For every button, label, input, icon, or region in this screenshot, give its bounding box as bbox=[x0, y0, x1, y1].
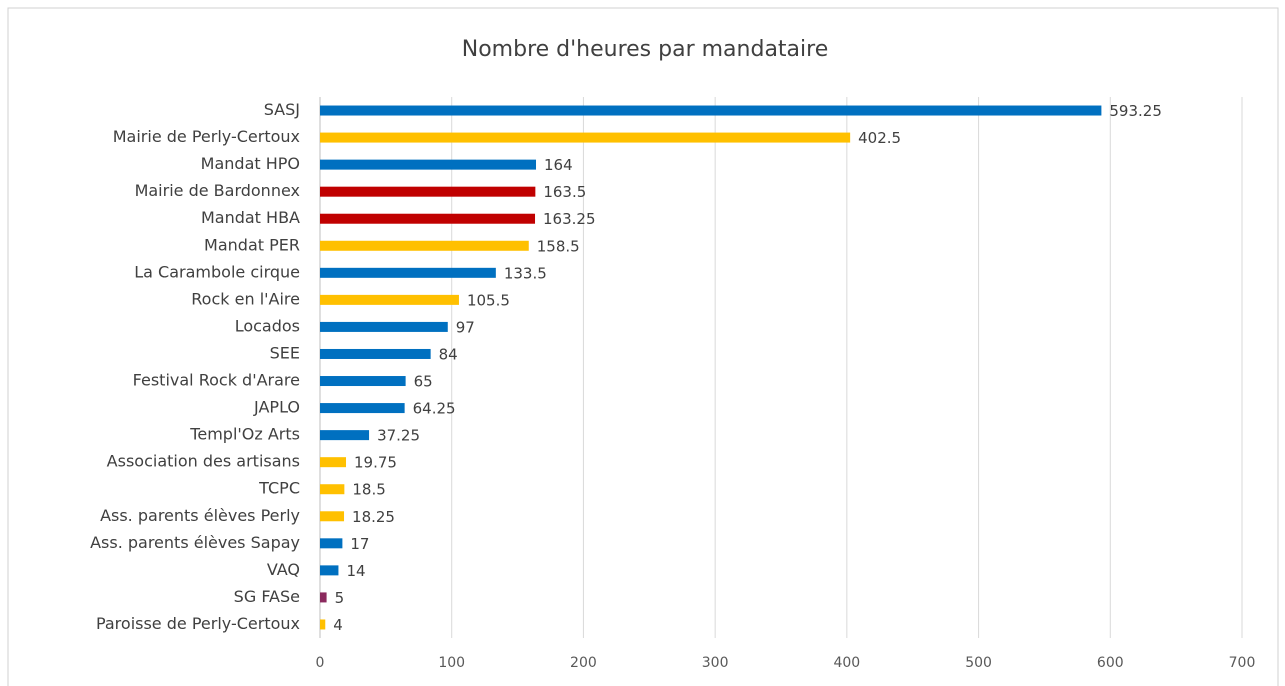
bar bbox=[320, 321, 448, 332]
bar bbox=[320, 592, 327, 603]
y-tick-label: Mandat PER bbox=[204, 235, 300, 254]
y-tick-label: JAPLO bbox=[253, 398, 300, 417]
value-label: 4 bbox=[333, 616, 343, 634]
bar bbox=[320, 348, 431, 359]
bar bbox=[320, 511, 345, 522]
value-label: 18.25 bbox=[352, 508, 395, 526]
x-tick-label: 700 bbox=[1229, 655, 1256, 671]
y-tick-label: TCPC bbox=[258, 479, 300, 498]
x-tick-label: 500 bbox=[965, 655, 992, 671]
y-tick-label: Mandat HPO bbox=[201, 154, 300, 173]
x-tick-label: 100 bbox=[438, 655, 465, 671]
bar bbox=[320, 565, 339, 576]
bar bbox=[320, 457, 347, 468]
value-label: 593.25 bbox=[1109, 102, 1162, 120]
bar bbox=[320, 186, 536, 197]
value-label: 18.5 bbox=[352, 481, 385, 499]
bar bbox=[320, 105, 1102, 116]
y-tick-label: SASJ bbox=[264, 100, 300, 119]
value-label: 17 bbox=[350, 535, 369, 553]
chart-title: Nombre d'heures par mandataire bbox=[462, 37, 829, 62]
bar bbox=[320, 159, 537, 170]
value-label: 19.75 bbox=[354, 454, 397, 472]
value-label: 163.5 bbox=[543, 183, 586, 201]
y-tick-label: La Carambole cirque bbox=[134, 262, 300, 281]
bar bbox=[320, 240, 529, 251]
bar bbox=[320, 403, 405, 414]
value-label: 158.5 bbox=[537, 237, 580, 255]
bar bbox=[320, 132, 851, 143]
value-label: 14 bbox=[346, 562, 365, 580]
x-tick-label: 200 bbox=[570, 655, 597, 671]
value-label: 163.25 bbox=[543, 210, 596, 228]
bar bbox=[320, 267, 496, 278]
x-tick-label: 600 bbox=[1097, 655, 1124, 671]
y-tick-label: Mairie de Bardonnex bbox=[135, 181, 300, 200]
y-tick-label: SEE bbox=[270, 343, 300, 362]
x-tick-label: 300 bbox=[702, 655, 729, 671]
bar bbox=[320, 619, 326, 630]
bar bbox=[320, 294, 459, 305]
y-tick-label: Paroisse de Perly-Certoux bbox=[96, 614, 300, 633]
value-label: 105.5 bbox=[467, 291, 510, 309]
y-tick-label: SG FASe bbox=[234, 587, 300, 606]
value-label: 97 bbox=[456, 318, 475, 336]
y-tick-label: Association des artisans bbox=[107, 452, 300, 471]
y-tick-label: Templ'Oz Arts bbox=[189, 425, 300, 444]
x-tick-label: 0 bbox=[316, 655, 325, 671]
y-tick-label: Ass. parents élèves Perly bbox=[100, 506, 300, 525]
x-tick-label: 400 bbox=[833, 655, 860, 671]
value-label: 164 bbox=[544, 156, 573, 174]
y-tick-label: Mairie de Perly-Certoux bbox=[113, 127, 300, 146]
y-tick-label: Locados bbox=[235, 316, 300, 335]
value-label: 133.5 bbox=[504, 264, 547, 282]
bar bbox=[320, 430, 370, 441]
y-tick-label: Rock en l'Aire bbox=[191, 289, 300, 308]
value-label: 64.25 bbox=[413, 400, 456, 418]
value-label: 402.5 bbox=[858, 129, 901, 147]
chart-border bbox=[7, 7, 1279, 686]
bar bbox=[320, 484, 345, 495]
bar bbox=[320, 213, 536, 224]
y-tick-label: Mandat HBA bbox=[201, 208, 300, 227]
y-tick-label: VAQ bbox=[267, 560, 300, 579]
y-tick-label: Festival Rock d'Arare bbox=[133, 371, 300, 390]
y-tick-label: Ass. parents élèves Sapay bbox=[90, 533, 300, 552]
bar bbox=[320, 538, 343, 549]
value-label: 84 bbox=[439, 345, 458, 363]
value-label: 65 bbox=[414, 373, 433, 391]
value-label: 37.25 bbox=[377, 427, 420, 445]
value-label: 5 bbox=[335, 589, 345, 607]
bar bbox=[320, 376, 406, 387]
